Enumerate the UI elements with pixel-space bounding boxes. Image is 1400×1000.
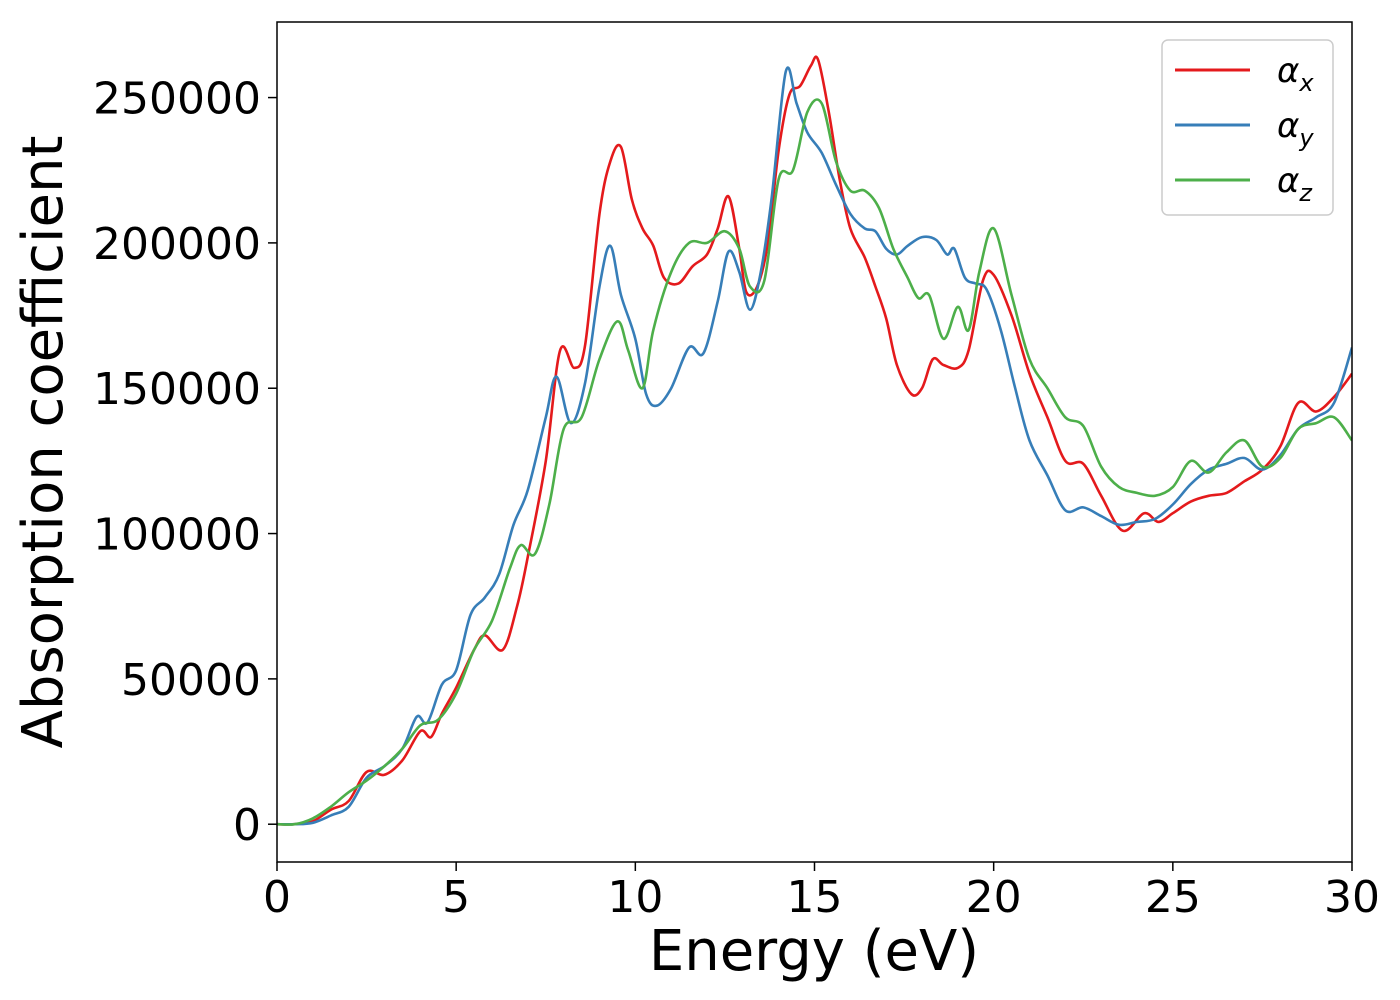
y-tick-label: 0 (233, 800, 261, 851)
series-layer (277, 55, 1352, 826)
y-tick-label: 250000 (93, 74, 261, 125)
x-tick-label: 10 (607, 872, 663, 923)
x-tick-label: 15 (787, 872, 843, 923)
x-axis-label: Energy (eV) (649, 919, 979, 984)
legend-label-x: αx (1277, 51, 1314, 97)
legend-label-y: αy (1277, 106, 1314, 152)
x-tick-label: 25 (1145, 872, 1201, 923)
y-axis-label: Absorption coefficient (11, 136, 76, 749)
x-tick-label: 5 (442, 872, 470, 923)
x-tick-label: 0 (263, 872, 291, 923)
y-tick-label: 100000 (93, 510, 261, 561)
x-tick-label: 20 (966, 872, 1022, 923)
x-axis-ticks: 0 5 10 15 20 25 30 (263, 862, 1380, 923)
y-axis-ticks: 0 50000 100000 150000 200000 250000 (93, 74, 277, 851)
y-tick-label: 200000 (93, 219, 261, 270)
series-line-y (277, 66, 1352, 826)
legend: αx αy αz (1161, 39, 1334, 216)
y-tick-label: 50000 (121, 655, 261, 706)
legend-box (1161, 39, 1334, 216)
x-tick-label: 30 (1324, 872, 1380, 923)
legend-label-z: αz (1277, 161, 1313, 207)
series-line-z (277, 98, 1352, 826)
y-tick-label: 150000 (93, 364, 261, 415)
